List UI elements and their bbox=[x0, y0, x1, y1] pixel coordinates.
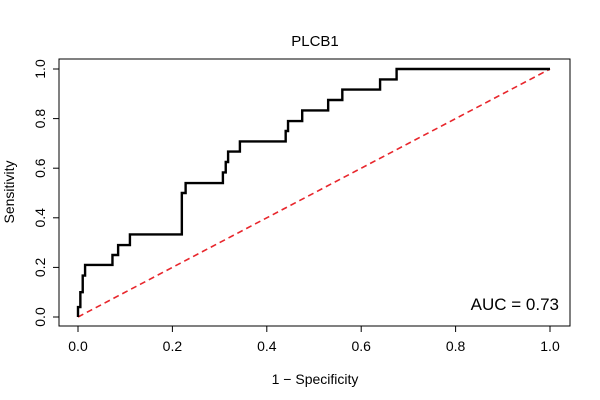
x-tick-label: 0.2 bbox=[163, 338, 183, 354]
y-tick-label: 0.0 bbox=[32, 307, 48, 327]
x-tick-label: 1.0 bbox=[540, 338, 560, 354]
y-axis: 0.0 0.2 0.4 0.6 0.8 1.0 bbox=[32, 59, 60, 327]
x-axis: 0.0 0.2 0.4 0.6 0.8 1.0 bbox=[68, 325, 560, 354]
auc-annotation: AUC = 0.73 bbox=[471, 295, 559, 314]
y-tick-label: 1.0 bbox=[32, 59, 48, 79]
y-tick-label: 0.8 bbox=[32, 109, 48, 129]
x-tick-label: 0.8 bbox=[446, 338, 466, 354]
series-layer bbox=[76, 67, 551, 318]
y-tick-label: 0.6 bbox=[32, 158, 48, 178]
x-tick-label: 0.4 bbox=[257, 338, 277, 354]
x-axis-title: 1 − Specificity bbox=[272, 371, 359, 387]
chart-title: PLCB1 bbox=[291, 33, 339, 50]
roc-curve-line bbox=[76, 67, 550, 317]
reference-diagonal-line bbox=[77, 68, 551, 318]
y-tick-label: 0.4 bbox=[32, 208, 48, 228]
y-tick-label: 0.2 bbox=[32, 257, 48, 277]
y-axis-title: Sensitivity bbox=[1, 160, 17, 223]
x-tick-label: 0.6 bbox=[351, 338, 371, 354]
x-tick-label: 0.0 bbox=[68, 338, 88, 354]
